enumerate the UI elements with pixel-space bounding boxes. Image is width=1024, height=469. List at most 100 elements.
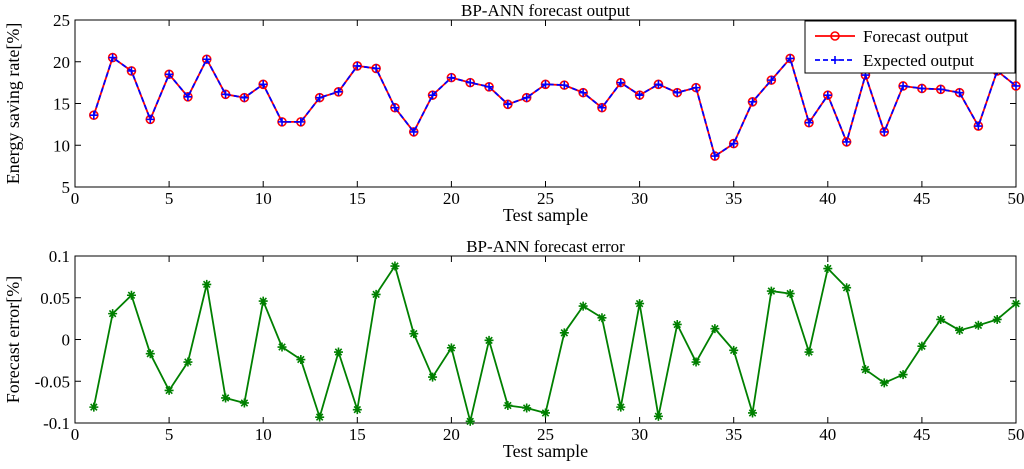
error-point-11 [277, 342, 287, 352]
expected-point-18 [409, 127, 418, 136]
expected-point-31 [654, 80, 663, 89]
expected-point-30 [635, 91, 644, 100]
expected-point-37 [767, 76, 776, 85]
error-point-44 [898, 370, 908, 380]
x-tick-label: 15 [349, 189, 366, 208]
chart-title: BP-ANN forecast output [461, 1, 630, 20]
expected-point-5 [165, 70, 174, 79]
x-tick-label: 40 [819, 189, 836, 208]
error-point-3 [126, 290, 136, 300]
error-point-37 [766, 286, 776, 296]
expected-point-13 [315, 93, 324, 102]
expected-point-35 [729, 139, 738, 148]
expected-point-48 [974, 122, 983, 131]
x-tick-label: 35 [725, 189, 742, 208]
x-tick-label: 45 [913, 425, 930, 444]
x-tick-label: 25 [537, 425, 554, 444]
x-tick-label: 30 [631, 189, 648, 208]
error-point-29 [616, 402, 626, 412]
error-point-16 [371, 289, 381, 299]
error-chart: 0 5 10 15 20 25 30 35 40 45 50 -0.1 -0.05 0 0.05 0.1 BP-… [3, 237, 1024, 461]
error-point-9 [239, 398, 249, 408]
error-point-32 [672, 319, 682, 329]
expected-point-10 [259, 80, 268, 89]
expected-point-46 [936, 85, 945, 94]
error-point-28 [597, 313, 607, 323]
expected-point-legend-2 [831, 56, 839, 64]
expected-point-4 [146, 115, 155, 124]
expected-point-16 [372, 64, 381, 73]
x-tick-label: 0 [71, 189, 80, 208]
expected-point-47 [955, 88, 964, 97]
error-point-17 [390, 261, 400, 271]
expected-point-40 [823, 91, 832, 100]
expected-point-43 [880, 127, 889, 136]
error-point-21 [465, 416, 475, 426]
forecast-point-legend-1 [830, 31, 840, 41]
expected-point-2 [108, 53, 117, 62]
error-point-13 [315, 412, 325, 422]
x-tick-label: 20 [443, 189, 460, 208]
error-point-35 [729, 345, 739, 355]
expected-point-34 [710, 152, 719, 161]
expected-point-45 [917, 84, 926, 93]
y-tick-label: 0.05 [40, 289, 70, 308]
error-point-2 [108, 309, 118, 319]
expected-point-24 [522, 93, 531, 102]
legend-label: Expected output [863, 51, 974, 70]
error-point-8 [221, 393, 231, 403]
x-tick-label: 15 [349, 425, 366, 444]
x-tick-label: 50 [1008, 189, 1024, 208]
error-point-33 [691, 357, 701, 367]
expected-point-29 [616, 78, 625, 87]
expected-point-50 [1012, 81, 1020, 90]
expected-point-44 [899, 81, 908, 90]
error-point-46 [936, 314, 946, 324]
y-axis-label: Forecast error[%] [3, 276, 23, 403]
expected-point-9 [240, 93, 249, 102]
error-point-43 [879, 378, 889, 388]
error-point-12 [296, 355, 306, 365]
expected-point-38 [786, 54, 795, 63]
error-point-22 [484, 335, 494, 345]
x-axis-label: Test sample [503, 205, 588, 225]
y-tick-label: 10 [53, 136, 70, 155]
error-point-42 [860, 365, 870, 375]
x-tick-label: 35 [725, 425, 742, 444]
error-point-30 [635, 299, 645, 309]
error-point-39 [804, 347, 814, 357]
expected-point-20 [447, 73, 456, 82]
x-axis-label: Test sample [503, 441, 588, 461]
y-axis-label: Energy saving rate[%] [3, 23, 23, 185]
error-point-36 [748, 408, 758, 418]
x-tick-label: 20 [443, 425, 460, 444]
expected-point-32 [673, 88, 682, 97]
expected-point-1 [89, 111, 98, 120]
legend-label: Forecast output [863, 27, 969, 46]
error-point-31 [653, 411, 663, 421]
series-line-forecast-error [92, 265, 1017, 423]
y-tick-label: 15 [53, 95, 70, 114]
x-tick-label: 45 [913, 189, 930, 208]
error-point-38 [785, 289, 795, 299]
expected-point-7 [202, 55, 211, 64]
expected-point-15 [353, 61, 362, 70]
x-tick-label: 25 [537, 189, 554, 208]
expected-point-41 [842, 137, 851, 146]
expected-point-12 [296, 117, 305, 126]
error-point-41 [842, 283, 852, 293]
legend-box [804, 20, 1016, 74]
error-point-48 [973, 320, 983, 330]
expected-point-19 [428, 91, 437, 100]
error-point-40 [823, 264, 833, 274]
expected-point-26 [560, 81, 569, 90]
expected-point-33 [692, 83, 701, 92]
error-point-6 [183, 357, 193, 367]
error-point-23 [503, 400, 513, 410]
x-tick-label: 10 [255, 189, 272, 208]
expected-point-27 [579, 88, 588, 97]
y-tick-label: 0 [62, 331, 71, 350]
x-tick-label: 5 [165, 189, 174, 208]
